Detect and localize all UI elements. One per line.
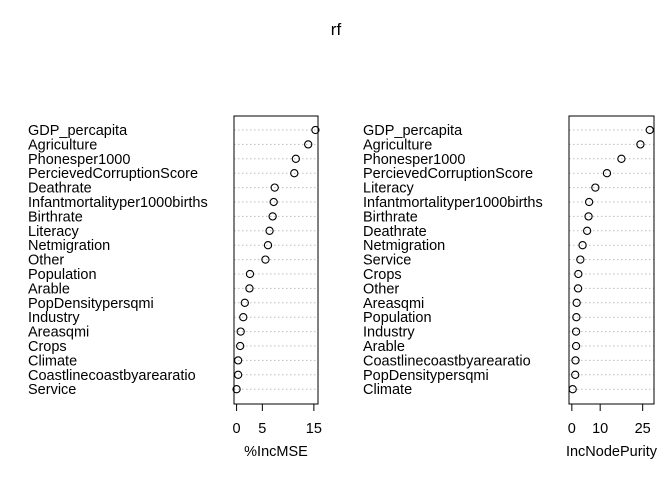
data-point (582, 226, 592, 235)
category-label: GDP_percapita (363, 123, 463, 139)
category-label: Coastlinecoastbyarearatio (28, 368, 196, 384)
x-tick-label: 10 (592, 421, 608, 437)
data-point (617, 154, 626, 163)
category-label: Climate (28, 353, 77, 369)
category-label: Population (363, 310, 432, 326)
data-point (245, 269, 255, 279)
category-label: GDP_percapita (28, 123, 128, 139)
category-label: Infantmortalityper1000births (28, 195, 208, 211)
category-label: PercievedCorruptionScore (28, 166, 198, 182)
data-point (602, 169, 612, 178)
category-label: Arable (28, 281, 70, 297)
x-tick-label: 0 (233, 421, 241, 437)
plot-frame (568, 115, 655, 405)
data-point (233, 356, 243, 365)
category-label: Literacy (28, 224, 80, 240)
data-point (584, 197, 594, 207)
category-label: PercievedCorruptionScore (363, 166, 533, 182)
category-label: Service (363, 253, 411, 269)
x-tick-label: 0 (568, 421, 576, 437)
panel-incmse: GDP_percapitaAgriculturePhonesper1000Per… (28, 115, 322, 460)
data-point (236, 341, 245, 351)
category-label: Other (28, 253, 64, 269)
data-point (268, 212, 277, 221)
data-point (576, 255, 585, 264)
data-point (233, 370, 243, 379)
category-label: Crops (28, 339, 67, 355)
category-label: Other (363, 281, 399, 297)
data-point (573, 284, 583, 293)
x-axis-title: IncNodePurity (566, 444, 658, 460)
data-point (571, 341, 581, 351)
category-label: Population (28, 267, 97, 283)
data-point (578, 241, 587, 250)
category-label: Phonesper1000 (28, 152, 130, 168)
data-point (240, 298, 249, 307)
data-point (263, 241, 273, 250)
x-tick-label: 15 (306, 421, 322, 437)
panel-incnodepurity: GDP_percapitaAgriculturePhonesper1000Per… (363, 115, 658, 460)
category-label: Agriculture (28, 137, 97, 153)
category-label: Areasqmi (363, 296, 424, 312)
data-point (591, 183, 600, 192)
data-point (261, 255, 270, 264)
data-point (291, 154, 300, 163)
category-label: Birthrate (363, 209, 418, 225)
data-point (574, 269, 583, 279)
category-label: Netmigration (28, 238, 110, 254)
category-label: Climate (363, 382, 412, 398)
data-point (269, 197, 278, 207)
data-point (270, 183, 279, 192)
category-label: Arable (363, 339, 405, 355)
data-point (304, 140, 313, 149)
data-point (571, 356, 580, 365)
data-point (572, 298, 581, 307)
data-point (636, 140, 645, 149)
category-label: Phonesper1000 (363, 152, 465, 168)
category-label: Industry (363, 325, 415, 341)
data-point (265, 226, 274, 235)
category-label: Deathrate (363, 224, 427, 240)
data-point (645, 125, 654, 135)
x-tick-label: 5 (258, 421, 266, 437)
category-label: PopDensitypersqmi (363, 368, 489, 384)
category-label: PopDensitypersqmi (28, 296, 154, 312)
data-point (236, 327, 245, 336)
category-label: Birthrate (28, 209, 83, 225)
category-label: Infantmortalityper1000births (363, 195, 543, 211)
data-point (584, 212, 593, 221)
category-label: Netmigration (363, 238, 445, 254)
data-point (290, 169, 299, 178)
figure-title: rf (331, 20, 342, 39)
plot-frame (233, 115, 319, 405)
data-point (571, 370, 580, 379)
category-label: Crops (363, 267, 402, 283)
data-point (232, 385, 241, 394)
category-label: Industry (28, 310, 80, 326)
data-point (572, 313, 581, 322)
category-label: Areasqmi (28, 325, 89, 341)
x-axis-title: %IncMSE (244, 444, 308, 460)
category-label: Coastlinecoastbyarearatio (363, 353, 531, 369)
category-label: Literacy (363, 181, 415, 197)
data-point (239, 313, 248, 322)
data-point (571, 327, 581, 336)
data-point (311, 125, 320, 135)
data-point (245, 284, 254, 293)
category-label: Agriculture (363, 137, 432, 153)
category-label: Deathrate (28, 181, 92, 197)
category-label: Service (28, 382, 76, 398)
x-tick-label: 25 (635, 421, 651, 437)
